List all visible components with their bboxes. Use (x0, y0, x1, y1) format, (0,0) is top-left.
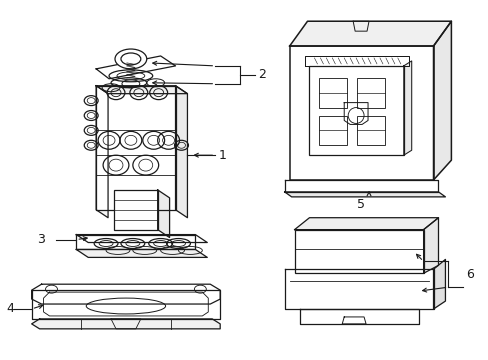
Polygon shape (403, 61, 411, 155)
Polygon shape (304, 56, 408, 66)
Text: 6: 6 (466, 268, 473, 281)
Text: 4: 4 (7, 302, 15, 315)
Polygon shape (32, 319, 220, 329)
Polygon shape (76, 249, 207, 257)
Polygon shape (289, 46, 433, 180)
Text: 3: 3 (37, 233, 44, 246)
Bar (356, 116, 384, 145)
Polygon shape (157, 190, 169, 238)
Bar (319, 116, 346, 145)
Polygon shape (32, 284, 220, 304)
Bar (294, 230, 423, 273)
Polygon shape (284, 269, 433, 309)
Bar (319, 78, 346, 108)
Polygon shape (433, 21, 450, 180)
Polygon shape (76, 235, 207, 243)
Polygon shape (284, 180, 438, 192)
Text: 2: 2 (257, 68, 265, 81)
Bar (356, 78, 384, 108)
Polygon shape (423, 218, 438, 273)
Bar (309, 66, 403, 155)
Polygon shape (294, 218, 438, 230)
Ellipse shape (115, 49, 146, 69)
Text: 1: 1 (218, 149, 225, 162)
Polygon shape (175, 86, 187, 218)
Polygon shape (96, 86, 108, 218)
Bar (114, 190, 157, 230)
Polygon shape (32, 290, 220, 319)
Polygon shape (96, 86, 175, 210)
Polygon shape (96, 56, 175, 79)
Polygon shape (76, 235, 195, 249)
Polygon shape (284, 192, 445, 197)
Text: 5: 5 (356, 198, 365, 211)
Polygon shape (96, 86, 187, 94)
Polygon shape (433, 260, 445, 309)
Polygon shape (289, 21, 450, 46)
